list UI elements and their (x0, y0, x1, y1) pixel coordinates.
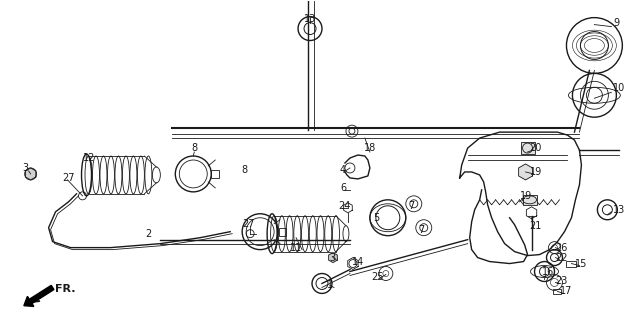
Text: 12: 12 (83, 153, 95, 163)
Text: 3: 3 (329, 252, 335, 263)
Text: 19: 19 (529, 167, 542, 177)
Text: 17: 17 (559, 286, 572, 296)
Text: 11: 11 (290, 243, 302, 252)
Text: 9: 9 (613, 18, 620, 28)
Bar (211, 170, 220, 178)
Text: 8: 8 (191, 143, 197, 153)
Text: 26: 26 (556, 243, 568, 252)
Text: 4: 4 (340, 165, 346, 175)
Text: 13: 13 (304, 14, 316, 24)
Text: 8: 8 (241, 165, 247, 175)
Bar (554, 289, 561, 294)
Text: 7: 7 (419, 225, 425, 235)
Bar (566, 260, 577, 267)
Text: 2: 2 (145, 229, 152, 239)
Polygon shape (26, 168, 36, 180)
Text: 10: 10 (613, 83, 626, 93)
Text: FR.: FR. (54, 284, 75, 294)
Text: 20: 20 (529, 143, 542, 153)
Bar (278, 228, 285, 236)
Bar (520, 142, 534, 154)
Text: 18: 18 (364, 143, 376, 153)
Polygon shape (329, 252, 337, 262)
Text: 27: 27 (242, 219, 255, 229)
Text: 21: 21 (529, 221, 542, 231)
Polygon shape (518, 164, 532, 180)
Text: 19: 19 (520, 191, 532, 201)
Text: 14: 14 (352, 257, 364, 267)
Text: 25: 25 (372, 273, 384, 283)
Text: 22: 22 (556, 252, 568, 263)
Text: 5: 5 (372, 213, 379, 223)
Text: 16: 16 (541, 267, 554, 276)
Text: 3: 3 (22, 163, 29, 173)
Bar (522, 195, 536, 205)
Text: 1: 1 (327, 280, 333, 291)
Text: 24: 24 (338, 201, 350, 211)
Text: 7: 7 (409, 201, 415, 211)
FancyArrow shape (24, 285, 54, 307)
Text: 23: 23 (556, 276, 568, 286)
Text: 13: 13 (613, 205, 626, 215)
Text: 6: 6 (340, 183, 346, 193)
Text: 15: 15 (575, 259, 588, 268)
Text: 27: 27 (63, 173, 75, 183)
